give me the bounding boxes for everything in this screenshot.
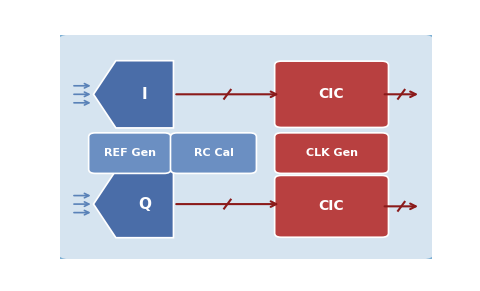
Text: RC Cal: RC Cal — [193, 148, 233, 158]
Text: CLK Gen: CLK Gen — [306, 148, 358, 158]
FancyBboxPatch shape — [170, 133, 256, 173]
Text: CIC: CIC — [319, 87, 344, 101]
Text: I: I — [142, 87, 147, 102]
Polygon shape — [94, 171, 173, 238]
Polygon shape — [94, 61, 173, 128]
Text: REF Gen: REF Gen — [104, 148, 156, 158]
FancyBboxPatch shape — [275, 175, 388, 237]
FancyBboxPatch shape — [275, 61, 388, 127]
FancyBboxPatch shape — [56, 33, 436, 261]
FancyBboxPatch shape — [89, 133, 171, 173]
Text: Q: Q — [138, 197, 151, 212]
FancyBboxPatch shape — [275, 133, 388, 173]
Text: CIC: CIC — [319, 199, 344, 213]
